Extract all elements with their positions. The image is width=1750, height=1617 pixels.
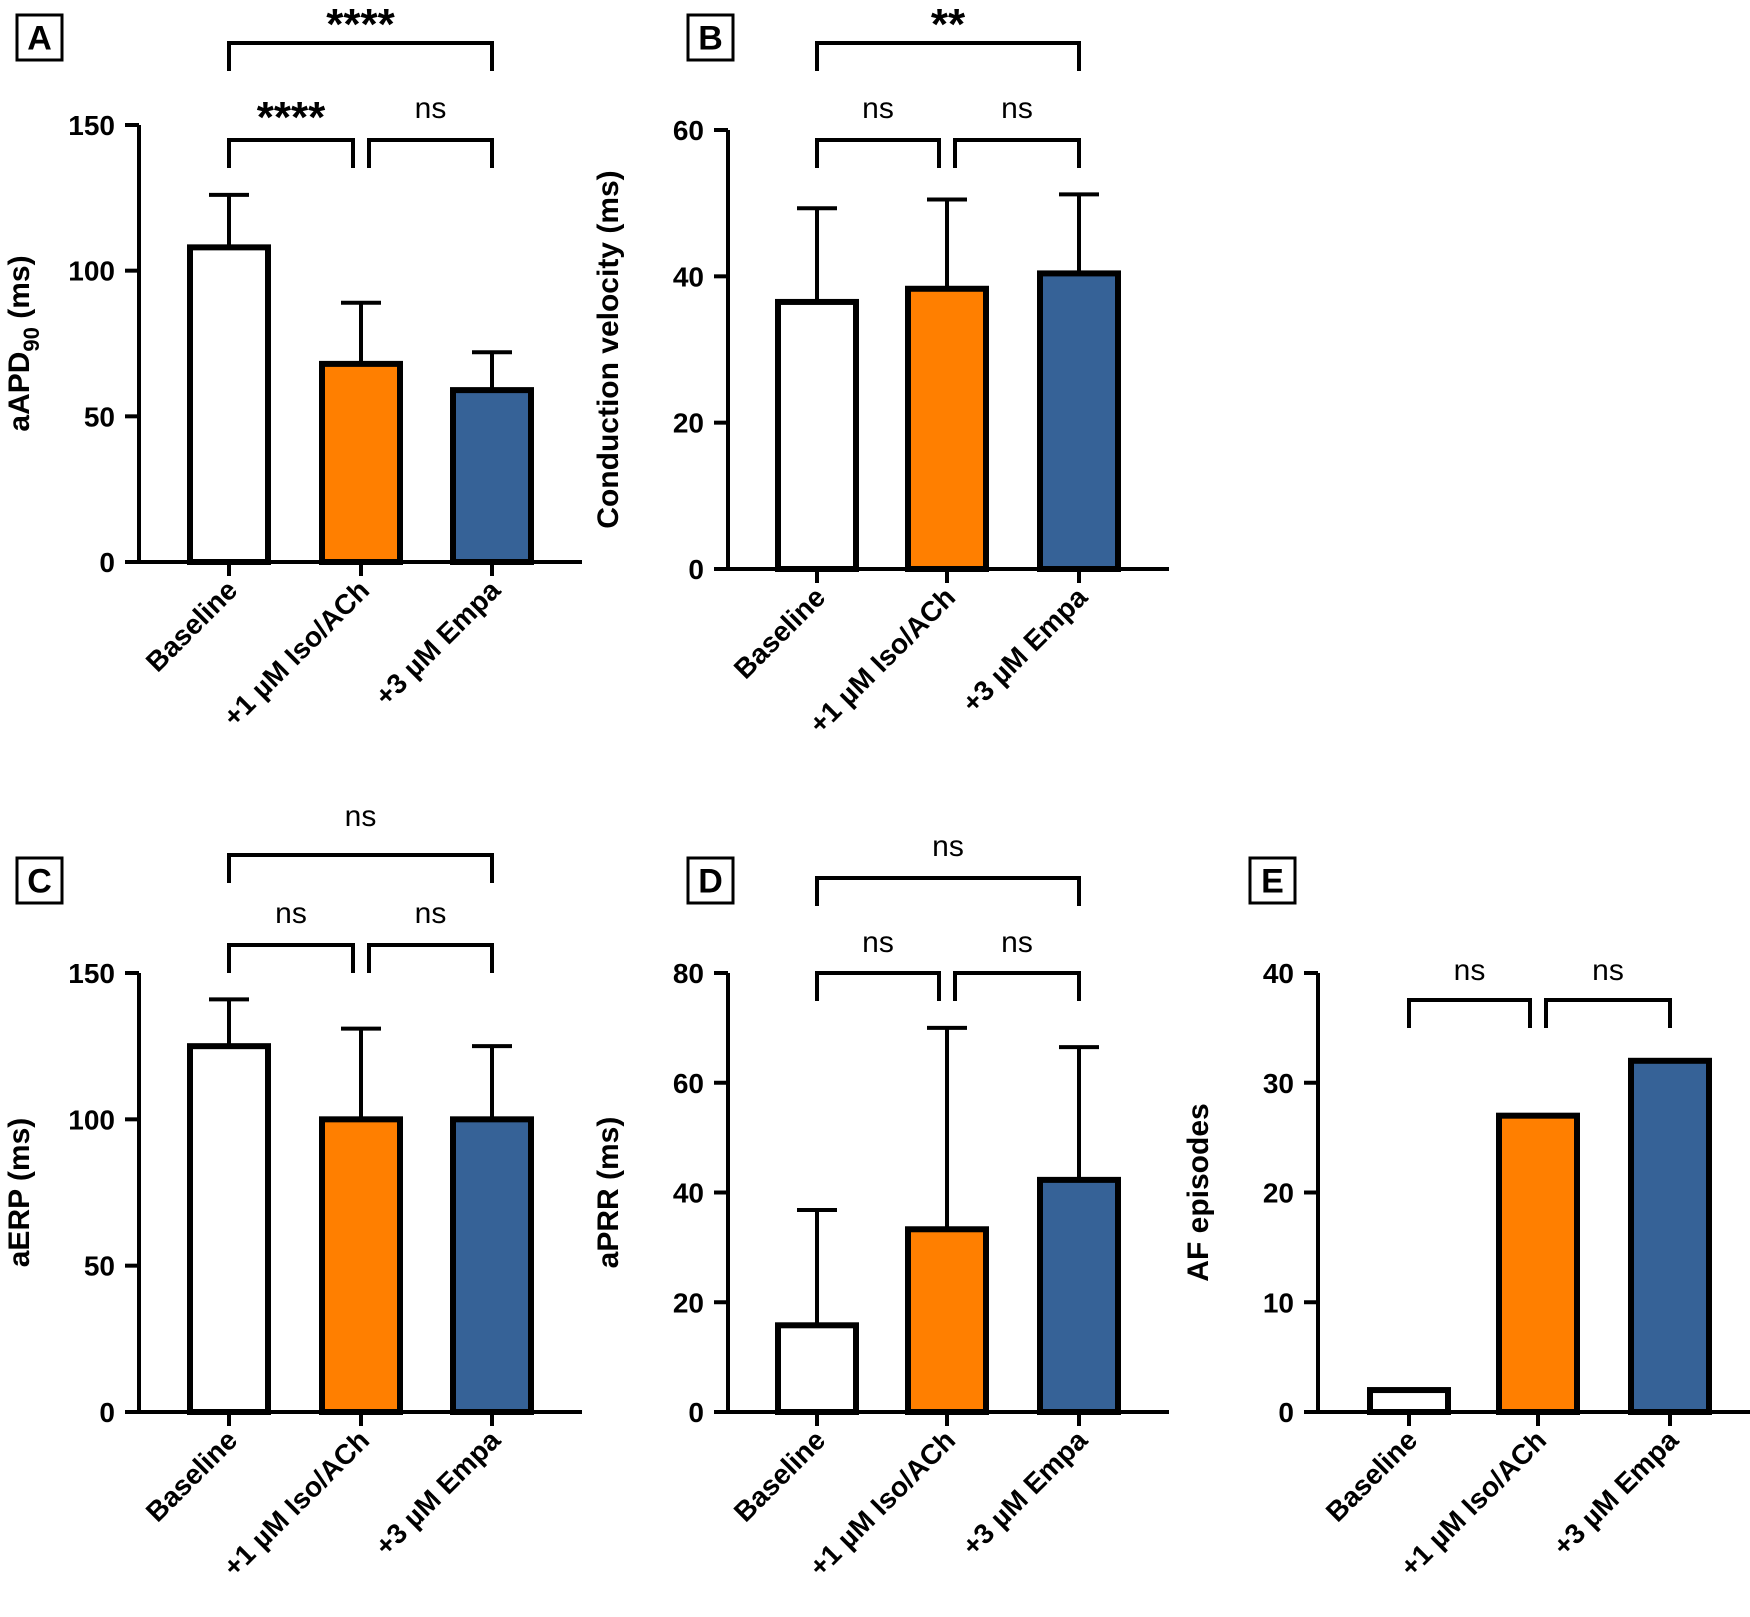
panel-a-label: A (27, 20, 52, 58)
panel-d-y-tick-label: 40 (673, 1178, 704, 1209)
panel-a-label-box (15, 13, 64, 62)
panel-d-significance-label: ns (1001, 926, 1033, 959)
panel-c-bracket (227, 943, 355, 973)
panel-d-y-tick-label: 0 (688, 1397, 704, 1428)
panel-e-bar-baseline (1367, 1387, 1451, 1416)
panel-e-label: E (1261, 863, 1284, 901)
panel-a-y-label: aAPD90 (ms) (3, 255, 44, 431)
panel-d-bar-iso_ach (905, 1226, 989, 1415)
panel-b-y-tick-label: 0 (688, 554, 704, 585)
panel-e-label-box (1248, 856, 1297, 905)
panel-a-y-tick-label: 150 (68, 110, 115, 141)
panel-b-category-label: Baseline (728, 581, 831, 684)
panel-a-category-label: Baseline (140, 574, 243, 677)
panel-a-category-label: +3 µM Empa (369, 574, 507, 712)
panel-d-y-label: aPRR (ms) (592, 1117, 625, 1269)
panel-d-y-tick-label: 20 (673, 1287, 704, 1318)
panel-e-bracket (1544, 998, 1672, 1028)
panel-b-bar-empa (1037, 270, 1121, 572)
panel-b-y-tick-label: 20 (673, 408, 704, 439)
panel-e-y-tick-label: 40 (1263, 958, 1294, 989)
panel-b-y-label: Conduction velocity (ms) (592, 170, 625, 528)
panel-d-y-tick-label: 80 (673, 958, 704, 989)
panel-b-category-label: +3 µM Empa (956, 581, 1094, 719)
panel-b-label-box (686, 13, 735, 62)
panel-e-y-tick-label: 0 (1278, 1397, 1294, 1428)
panel-c-significance-label: ns (415, 897, 447, 930)
panel-c-label-box (15, 856, 64, 905)
panel-c-bar-iso_ach (319, 1116, 403, 1416)
panel-c-bracket (367, 943, 494, 973)
panel-e-y-label: AF episodes (1182, 1103, 1215, 1281)
panel-c-category-label: +3 µM Empa (369, 1424, 507, 1562)
panel-a-bar-iso_ach (319, 360, 403, 566)
panel-d-category-label: +3 µM Empa (956, 1424, 1094, 1562)
panel-c-label: C (27, 863, 52, 901)
panel-d-label: D (698, 863, 723, 901)
panel-e-y-tick-label: 30 (1263, 1068, 1294, 1099)
panel-d-bracket (815, 971, 941, 1001)
panel-c-bracket (227, 853, 494, 883)
panel-b-significance-label: ** (931, 0, 966, 49)
panel-d-bracket (953, 971, 1081, 1001)
panel-a-bracket (227, 41, 494, 71)
panel-a-significance-label: **** (326, 0, 395, 49)
panel-d-bar-empa (1037, 1176, 1121, 1416)
panel-e-bar-iso_ach (1496, 1112, 1580, 1416)
panel-c-significance-label: ns (275, 897, 307, 930)
panel-c-y-tick-label: 0 (99, 1397, 115, 1428)
panel-b-y-tick-label: 40 (673, 261, 704, 292)
panel-e-bar-empa (1628, 1057, 1712, 1416)
panel-b-label: B (698, 20, 723, 58)
panel-b-bracket (953, 138, 1081, 168)
panel-d-significance-label: ns (862, 926, 894, 959)
panel-e-category-label: +3 µM Empa (1547, 1424, 1685, 1562)
panel-a-bracket (227, 138, 355, 168)
panel-b-bracket (815, 41, 1081, 71)
panel-a-y-label-main: aAPD (3, 352, 36, 432)
panel-d-bar-baseline (775, 1322, 859, 1415)
panel-a-y-tick-label: 0 (99, 547, 115, 578)
panel-a-y-label-subscript: 90 (19, 327, 44, 351)
panel-b-bar-baseline (775, 298, 859, 572)
panel-e-bracket (1407, 998, 1532, 1028)
panel-c-bar-baseline (187, 1043, 271, 1415)
panel-a-significance-label: **** (257, 93, 326, 142)
panel-a-y-tick-label: 50 (84, 401, 115, 432)
panel-e-y-tick-label: 10 (1263, 1287, 1294, 1318)
panel-b-bar-iso_ach (905, 285, 989, 572)
panel-a-bar-baseline (187, 244, 271, 566)
panel-a-y-label-unit: (ms) (3, 255, 36, 327)
panel-c-y-tick-label: 50 (84, 1251, 115, 1282)
panel-d-category-label: Baseline (728, 1424, 831, 1527)
panel-d-y-tick-label: 60 (673, 1068, 704, 1099)
panel-e-significance-label: ns (1454, 954, 1486, 987)
panel-b-significance-label: ns (862, 92, 894, 125)
panel-a-y-tick-label: 100 (68, 256, 115, 287)
panel-c-significance-label: ns (345, 800, 377, 833)
panel-e-category-label: Baseline (1320, 1424, 1423, 1527)
panel-c-category-label: Baseline (140, 1424, 243, 1527)
panel-b-significance-label: ns (1001, 92, 1033, 125)
panel-e-y-tick-label: 20 (1263, 1178, 1294, 1209)
panel-c-y-tick-label: 150 (68, 958, 115, 989)
panel-c-y-tick-label: 100 (68, 1104, 115, 1135)
panel-d-label-box (686, 856, 735, 905)
panel-c-bar-empa (450, 1116, 534, 1416)
panel-a-bar-empa (450, 387, 534, 566)
panel-d-bracket (815, 876, 1081, 906)
panel-e-significance-label: ns (1592, 954, 1624, 987)
panel-c-y-label: aERP (ms) (3, 1118, 36, 1268)
panel-b-y-tick-label: 60 (673, 115, 704, 146)
panel-a-significance-label: ns (415, 92, 447, 125)
panel-d-significance-label: ns (932, 830, 964, 863)
panel-b-bracket (815, 138, 941, 168)
panel-a-bracket (367, 138, 494, 168)
